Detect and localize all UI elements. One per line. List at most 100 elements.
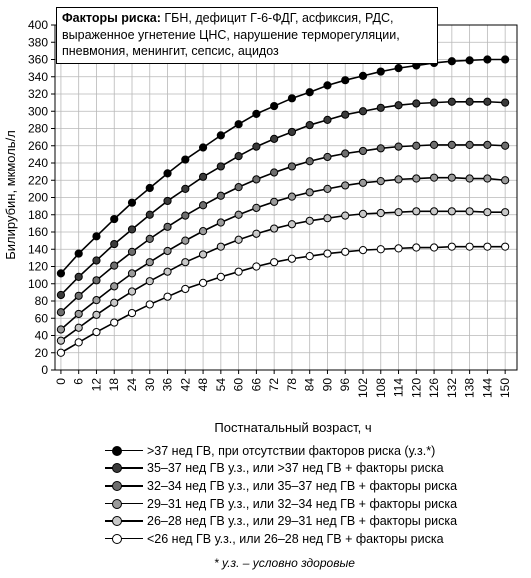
data-point	[394, 208, 403, 217]
data-point	[198, 201, 208, 210]
data-point	[234, 183, 243, 192]
data-point	[429, 207, 439, 216]
y-tick-label: 240	[28, 156, 48, 170]
legend-item: 32–34 нед ГВ у.з., или 35–37 нед ГВ + фа…	[105, 477, 525, 495]
data-point	[358, 246, 368, 255]
legend-label: >37 нед ГВ, при отсутствии факторов риск…	[147, 443, 436, 458]
data-point	[216, 272, 225, 281]
data-point	[341, 149, 350, 158]
legend-label: 35–37 нед ГВ у.з., или >37 нед ГВ + факт…	[147, 461, 444, 476]
data-point	[252, 229, 261, 238]
data-point	[305, 157, 314, 166]
data-point	[465, 174, 474, 183]
data-point	[234, 152, 243, 161]
data-point	[252, 203, 261, 212]
data-point	[412, 174, 421, 183]
data-point	[145, 258, 154, 267]
data-point	[358, 178, 368, 187]
data-point	[145, 300, 154, 309]
data-point	[92, 310, 101, 319]
data-point	[501, 55, 510, 64]
data-point	[501, 208, 510, 217]
footnote: * у.з. – условно здоровые	[214, 556, 355, 570]
data-point	[447, 207, 456, 216]
data-point	[234, 267, 243, 276]
data-point	[74, 291, 83, 300]
x-tick-label: 90	[320, 378, 334, 392]
data-point	[252, 175, 261, 184]
data-point	[394, 142, 403, 151]
y-tick-label: 320	[28, 87, 48, 101]
data-point	[110, 298, 119, 307]
x-tick-label: 48	[196, 378, 210, 392]
y-tick-label: 0	[41, 363, 48, 377]
data-point	[447, 242, 456, 251]
data-point	[145, 277, 154, 286]
x-tick-label: 138	[463, 378, 477, 398]
data-point	[341, 110, 350, 119]
data-point	[287, 162, 297, 171]
y-tick-label: 160	[28, 225, 48, 239]
data-point	[74, 338, 83, 347]
legend-item: 29–31 нед ГВ у.з., или 32–34 нед ГВ + фа…	[105, 495, 525, 513]
data-point	[323, 81, 332, 90]
data-point	[465, 242, 474, 251]
data-point	[305, 252, 314, 261]
y-tick-label: 220	[28, 173, 48, 187]
y-tick-label: 380	[28, 35, 48, 49]
data-point	[163, 196, 172, 206]
data-point	[163, 267, 172, 276]
x-tick-label: 18	[107, 378, 121, 392]
series-lines	[56, 55, 510, 357]
data-point	[92, 296, 101, 305]
data-point	[216, 218, 225, 227]
legend-item: 26–28 нед ГВ у.з., или 29–31 нед ГВ + фа…	[105, 512, 525, 530]
data-point	[447, 97, 456, 106]
data-point	[198, 172, 208, 181]
data-point	[501, 242, 510, 251]
data-point	[56, 269, 66, 278]
data-point	[376, 177, 385, 186]
legend-swatch	[105, 480, 143, 492]
y-tick-label: 340	[28, 70, 48, 84]
data-point	[394, 64, 403, 73]
data-point	[216, 242, 225, 251]
data-point	[341, 181, 350, 190]
data-point	[287, 94, 297, 103]
data-point	[74, 272, 83, 281]
data-point	[429, 98, 439, 107]
data-point	[110, 318, 119, 327]
y-tick-label: 280	[28, 122, 48, 136]
data-point	[447, 140, 456, 149]
data-point	[234, 235, 243, 244]
legend-swatch	[105, 498, 143, 510]
data-point	[163, 169, 172, 178]
y-tick-labels: 0 20 40 60 80 100 120 140 160 180 200 220 240 260 280 3…	[28, 18, 48, 377]
data-point	[127, 269, 137, 278]
data-point	[376, 245, 385, 254]
data-point	[127, 247, 137, 256]
data-point	[287, 254, 297, 263]
data-point	[110, 214, 119, 224]
data-point	[483, 97, 492, 106]
data-point	[358, 71, 368, 80]
data-point	[181, 155, 190, 164]
data-point	[270, 168, 279, 177]
y-tick-label: 260	[28, 139, 48, 153]
data-point	[127, 308, 137, 318]
data-point	[323, 214, 332, 223]
data-point	[270, 101, 279, 111]
data-point	[198, 143, 208, 152]
data-point	[376, 144, 385, 153]
data-point	[198, 250, 208, 259]
data-point	[234, 210, 243, 219]
data-point	[376, 67, 385, 76]
data-point	[358, 209, 368, 218]
data-point	[287, 127, 297, 137]
x-tick-label: 102	[356, 378, 370, 398]
data-point	[92, 276, 101, 285]
x-axis-label: Постнатальный возраст, ч	[214, 420, 371, 435]
legend-swatch	[105, 462, 143, 474]
x-tick-label: 12	[89, 378, 103, 392]
data-point	[287, 192, 297, 201]
